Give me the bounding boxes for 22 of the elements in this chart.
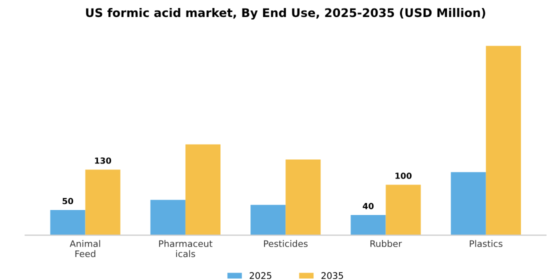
chart-title: US formic acid market, By End Use, 2025-2035 (USD Million) xyxy=(86,8,486,20)
legend-label: 2025 xyxy=(250,272,272,279)
bar xyxy=(150,200,186,236)
x-tick-label: Animal Feed xyxy=(70,240,100,258)
x-tick-label: Pharmaceut icals xyxy=(159,240,212,258)
data-label: 40 xyxy=(362,202,374,210)
bar xyxy=(386,184,421,236)
x-tick-label: Pesticides xyxy=(264,240,308,248)
legend-label: 2035 xyxy=(321,272,343,279)
x-tick-label: Plastics xyxy=(470,240,502,248)
bar xyxy=(286,159,321,236)
data-label: 100 xyxy=(396,172,412,179)
x-tick-label: Rubber xyxy=(370,240,402,248)
bar xyxy=(486,46,521,236)
bar xyxy=(450,172,486,236)
bar xyxy=(250,204,286,236)
data-label: 50 xyxy=(62,198,74,204)
bar xyxy=(185,144,220,236)
bar xyxy=(85,170,120,236)
bar xyxy=(50,210,86,236)
bar xyxy=(350,215,386,236)
data-label: 130 xyxy=(95,157,112,164)
